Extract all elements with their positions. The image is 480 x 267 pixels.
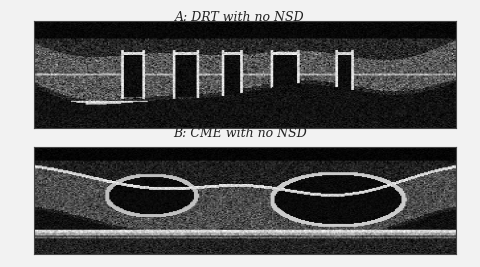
Text: B: CME with no NSD: B: CME with no NSD	[173, 127, 307, 140]
Text: A: DRT with no NSD: A: DRT with no NSD	[175, 11, 305, 24]
